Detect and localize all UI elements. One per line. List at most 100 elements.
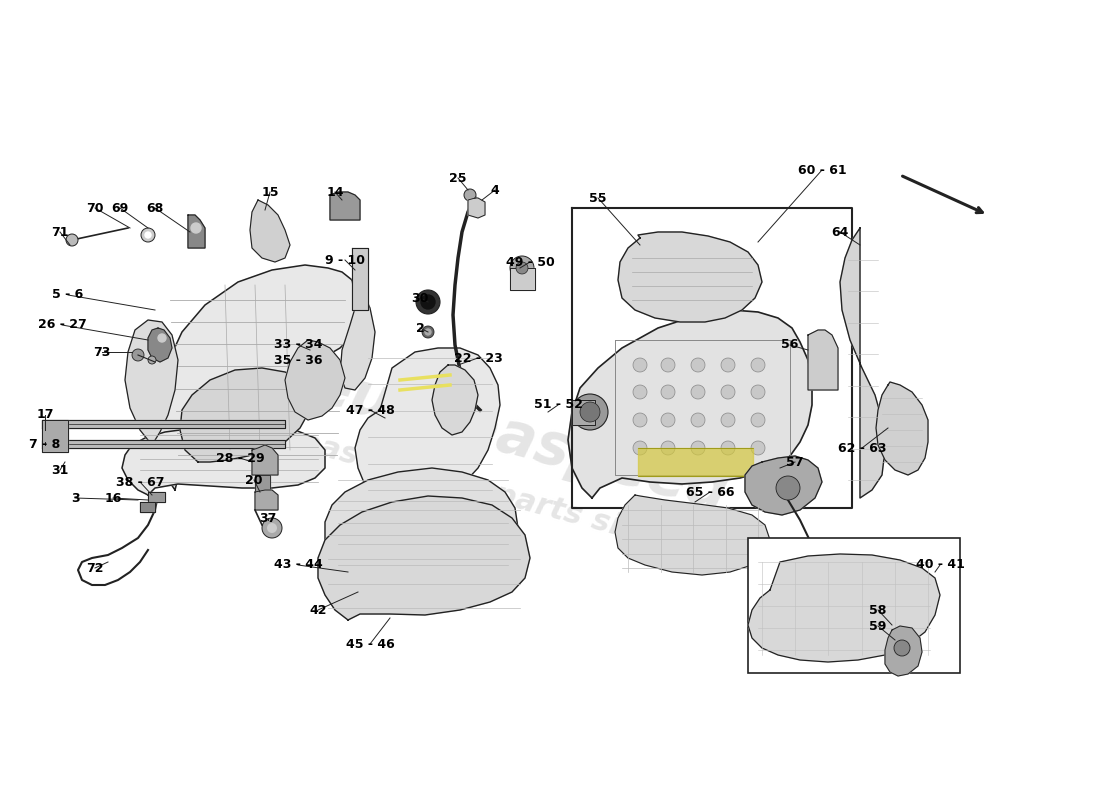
Text: 20: 20 — [245, 474, 263, 486]
Circle shape — [421, 295, 434, 309]
Text: 35 - 36: 35 - 36 — [274, 354, 322, 366]
Text: 55: 55 — [590, 191, 607, 205]
Text: 26 - 27: 26 - 27 — [37, 318, 87, 331]
Circle shape — [422, 326, 435, 338]
Circle shape — [751, 441, 764, 455]
Text: 9 - 10: 9 - 10 — [324, 254, 365, 266]
Text: 65 - 66: 65 - 66 — [685, 486, 735, 498]
Polygon shape — [285, 340, 345, 420]
Polygon shape — [352, 248, 368, 310]
Circle shape — [720, 385, 735, 399]
Polygon shape — [255, 490, 278, 510]
Circle shape — [632, 441, 647, 455]
Text: 70: 70 — [86, 202, 103, 214]
Circle shape — [132, 349, 144, 361]
Text: 58: 58 — [869, 603, 887, 617]
Polygon shape — [42, 420, 285, 428]
Circle shape — [158, 334, 166, 342]
Text: 43 - 44: 43 - 44 — [274, 558, 322, 571]
Polygon shape — [252, 445, 278, 475]
Circle shape — [632, 413, 647, 427]
Text: 15: 15 — [262, 186, 278, 198]
Polygon shape — [748, 554, 940, 662]
Text: 40 - 41: 40 - 41 — [915, 558, 965, 571]
Text: 57: 57 — [786, 455, 804, 469]
Circle shape — [720, 358, 735, 372]
Text: 69: 69 — [111, 202, 129, 214]
Circle shape — [661, 441, 675, 455]
Polygon shape — [840, 228, 886, 498]
Polygon shape — [510, 268, 535, 290]
Text: 49 - 50: 49 - 50 — [506, 255, 554, 269]
Polygon shape — [180, 368, 312, 462]
Circle shape — [516, 262, 528, 274]
Circle shape — [894, 640, 910, 656]
Text: 2: 2 — [416, 322, 425, 334]
Circle shape — [632, 358, 647, 372]
Circle shape — [510, 256, 534, 280]
Text: 30: 30 — [411, 291, 429, 305]
Circle shape — [145, 232, 151, 238]
Circle shape — [776, 476, 800, 500]
Text: 68: 68 — [146, 202, 164, 214]
Polygon shape — [318, 496, 530, 620]
Text: europaspeed: europaspeed — [306, 357, 735, 523]
Polygon shape — [125, 320, 178, 445]
Text: 22 - 23: 22 - 23 — [453, 351, 503, 365]
Polygon shape — [122, 425, 324, 495]
Circle shape — [572, 394, 608, 430]
Text: 72: 72 — [86, 562, 103, 574]
Text: 64: 64 — [832, 226, 849, 238]
Circle shape — [661, 385, 675, 399]
Polygon shape — [468, 198, 485, 218]
Text: 73: 73 — [94, 346, 111, 358]
Circle shape — [148, 356, 156, 364]
Polygon shape — [618, 232, 762, 322]
Text: 71: 71 — [52, 226, 68, 238]
Text: 38 - 67: 38 - 67 — [116, 475, 164, 489]
Circle shape — [661, 358, 675, 372]
Text: 59: 59 — [869, 619, 887, 633]
Polygon shape — [140, 502, 155, 512]
Polygon shape — [432, 365, 478, 435]
Polygon shape — [745, 456, 822, 515]
Text: 7 - 8: 7 - 8 — [30, 438, 60, 451]
Circle shape — [720, 441, 735, 455]
Text: 14: 14 — [327, 186, 343, 198]
Text: 31: 31 — [52, 463, 68, 477]
Circle shape — [262, 518, 282, 538]
Text: 16: 16 — [104, 491, 122, 505]
Polygon shape — [568, 310, 812, 498]
Text: 3: 3 — [70, 491, 79, 505]
Circle shape — [661, 413, 675, 427]
Polygon shape — [42, 420, 68, 452]
Polygon shape — [188, 215, 205, 248]
Text: a passion for parts since 1985: a passion for parts since 1985 — [265, 418, 774, 582]
Text: 45 - 46: 45 - 46 — [345, 638, 395, 650]
Circle shape — [720, 413, 735, 427]
Circle shape — [267, 523, 277, 533]
Circle shape — [580, 402, 600, 422]
Polygon shape — [324, 468, 518, 580]
Text: 56: 56 — [781, 338, 799, 351]
Text: 51 - 52: 51 - 52 — [534, 398, 582, 411]
Bar — [638, 448, 754, 476]
Polygon shape — [42, 440, 285, 448]
Circle shape — [691, 413, 705, 427]
Text: 60 - 61: 60 - 61 — [798, 163, 846, 177]
Circle shape — [464, 189, 476, 201]
Polygon shape — [250, 200, 290, 262]
Circle shape — [691, 358, 705, 372]
Circle shape — [416, 290, 440, 314]
Polygon shape — [152, 265, 358, 490]
Circle shape — [691, 385, 705, 399]
Polygon shape — [148, 492, 165, 502]
Text: 25: 25 — [449, 171, 466, 185]
Polygon shape — [330, 192, 360, 220]
Text: 17: 17 — [36, 409, 54, 422]
Text: 47 - 48: 47 - 48 — [345, 403, 395, 417]
Text: 33 - 34: 33 - 34 — [274, 338, 322, 351]
Circle shape — [751, 413, 764, 427]
Polygon shape — [886, 626, 922, 676]
Text: 62 - 63: 62 - 63 — [838, 442, 887, 454]
